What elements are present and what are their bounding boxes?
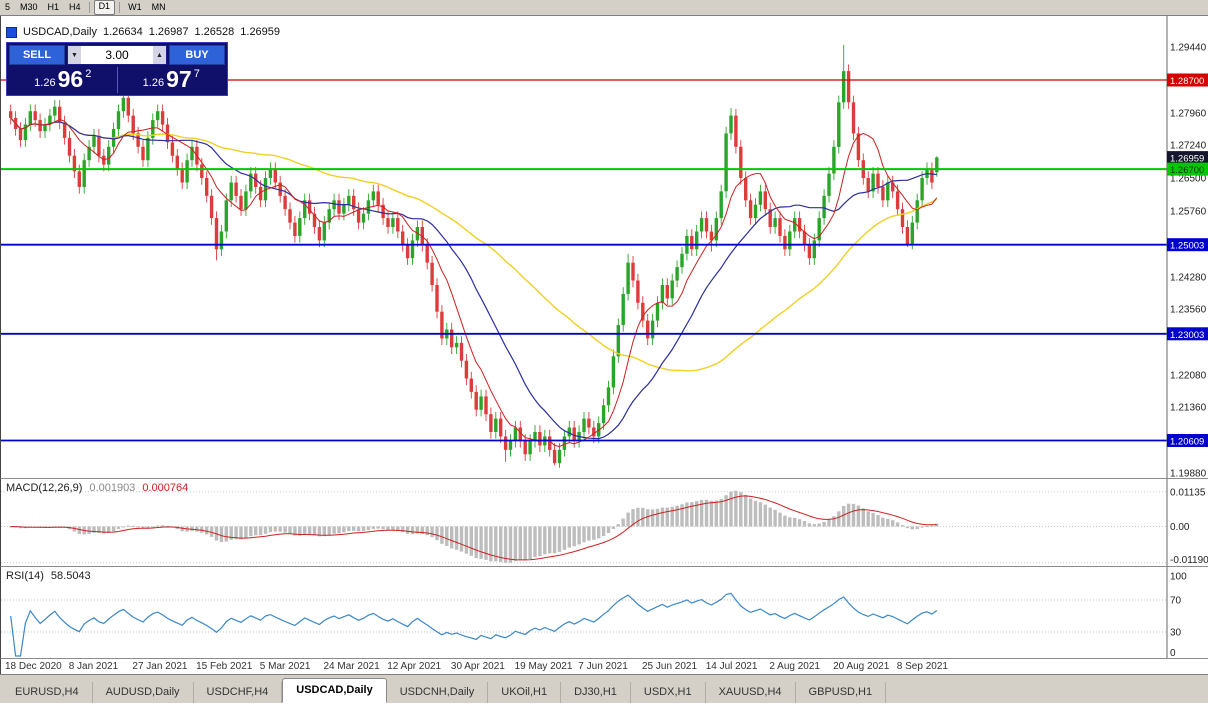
macd-label: MACD(12,26,9) 0.001903 0.000764 bbox=[6, 482, 188, 494]
rsi-indicator-panel[interactable]: 100 70 30 0 RSI(14) 58.5043 bbox=[0, 566, 1208, 658]
volume-decrease-button[interactable]: ▼ bbox=[68, 46, 81, 64]
rsi-canvas[interactable]: 100 70 30 0 bbox=[1, 567, 1208, 658]
svg-text:1.25003: 1.25003 bbox=[1170, 241, 1204, 252]
macd-main-value: 0.001903 bbox=[89, 482, 136, 494]
timeframe-button-h1[interactable]: H1 bbox=[47, 2, 60, 12]
toolbar-separator bbox=[88, 2, 90, 13]
date-label: 14 Jul 2021 bbox=[705, 661, 758, 672]
svg-text:30: 30 bbox=[1170, 628, 1182, 639]
main-chart-panel[interactable]: 1.29440 1.27960 1.27240 1.26500 1.25760 1.242… bbox=[0, 16, 1208, 478]
svg-text:0.01135: 0.01135 bbox=[1170, 487, 1206, 498]
svg-text:100: 100 bbox=[1170, 572, 1187, 583]
date-label: 20 Aug 2021 bbox=[833, 661, 890, 672]
timeframe-button-h4[interactable]: H4 bbox=[69, 2, 81, 12]
date-label: 25 Jun 2021 bbox=[642, 661, 698, 672]
date-label: 18 Dec 2020 bbox=[5, 661, 62, 672]
tab-ukoil-h1[interactable]: UKOil,H1 bbox=[488, 682, 562, 703]
rsi-name: RSI(14) bbox=[6, 570, 44, 582]
svg-text:1.20609: 1.20609 bbox=[1170, 437, 1204, 448]
rsi-label: RSI(14) 58.5043 bbox=[6, 570, 91, 582]
macd-signal-value: 0.000764 bbox=[142, 482, 189, 494]
date-label: 24 Mar 2021 bbox=[323, 661, 380, 672]
tab-usdcnh-daily[interactable]: USDCNH,Daily bbox=[387, 682, 489, 703]
toolbar-separator bbox=[119, 2, 121, 13]
volume-stepper: ▼ 3.00 ▲ bbox=[67, 45, 167, 65]
date-label: 19 May 2021 bbox=[514, 661, 573, 672]
buy-price[interactable]: 1.26 97 7 bbox=[118, 67, 226, 93]
rsi-value: 58.5043 bbox=[50, 570, 91, 582]
svg-text:1.28700: 1.28700 bbox=[1170, 76, 1204, 87]
svg-text:1.25760: 1.25760 bbox=[1170, 207, 1207, 218]
ohlc-close: 1.26959 bbox=[240, 26, 281, 38]
bid-ask-prices: 1.26 96 2 1.26 97 7 bbox=[9, 67, 225, 93]
timeframe-button-w1[interactable]: W1 bbox=[128, 2, 142, 12]
macd-name: MACD(12,26,9) bbox=[6, 482, 83, 494]
tab-usdx-h1[interactable]: USDX,H1 bbox=[631, 682, 706, 703]
date-label: 2 Aug 2021 bbox=[769, 661, 820, 672]
sell-price-sup: 2 bbox=[85, 68, 92, 80]
svg-text:70: 70 bbox=[1170, 596, 1182, 607]
buy-price-big: 97 bbox=[166, 66, 192, 92]
timeframe-button-m30[interactable]: M30 bbox=[20, 2, 38, 12]
svg-text:1.26959: 1.26959 bbox=[1170, 154, 1204, 165]
tab-eurusd-h4[interactable]: EURUSD,H4 bbox=[2, 682, 93, 703]
one-click-trading-widget: SELL ▼ 3.00 ▲ BUY 1.26 96 2 1.26 97 7 bbox=[6, 42, 228, 96]
svg-text:1.21360: 1.21360 bbox=[1170, 403, 1207, 414]
date-label: 5 Mar 2021 bbox=[259, 661, 311, 672]
svg-text:1.24280: 1.24280 bbox=[1170, 272, 1207, 283]
timeframe-button-mn[interactable]: MN bbox=[151, 2, 166, 12]
date-label: 7 Jun 2021 bbox=[578, 661, 628, 672]
buy-button[interactable]: BUY bbox=[169, 45, 225, 65]
ohlc-open: 1.26634 bbox=[102, 26, 143, 38]
svg-text:1.29440: 1.29440 bbox=[1170, 43, 1207, 54]
timeframe-button-d1[interactable]: D1 bbox=[93, 0, 116, 15]
volume-input[interactable]: 3.00 bbox=[105, 48, 129, 62]
timeframe-toolbar: 5 M30 H1 H4 D1 W1 MN bbox=[0, 0, 1208, 16]
date-axis[interactable]: 18 Dec 2020 8 Jan 2021 27 Jan 2021 15 Feb 2… bbox=[0, 658, 1208, 674]
ohlc-low: 1.26528 bbox=[194, 26, 235, 38]
sell-price-big: 96 bbox=[57, 66, 84, 92]
buy-price-sup: 7 bbox=[193, 68, 200, 80]
sell-price-prefix: 1.26 bbox=[34, 77, 56, 89]
chart-tabbar: EURUSD,H4 AUDUSD,Daily USDCHF,H4 USDCAD,Dai… bbox=[0, 674, 1208, 703]
price-chart-canvas[interactable]: 1.29440 1.27960 1.27240 1.26500 1.25760 1.242… bbox=[1, 16, 1208, 478]
tab-xauusd-h4[interactable]: XAUUSD,H4 bbox=[706, 682, 796, 703]
buy-price-prefix: 1.26 bbox=[142, 77, 165, 89]
date-label: 27 Jan 2021 bbox=[132, 661, 188, 672]
date-label: 12 Apr 2021 bbox=[387, 661, 442, 672]
svg-text:1.23560: 1.23560 bbox=[1170, 305, 1207, 316]
sell-button[interactable]: SELL bbox=[9, 45, 65, 65]
date-label: 8 Jan 2021 bbox=[68, 661, 119, 672]
svg-text:1.19880: 1.19880 bbox=[1170, 469, 1207, 479]
tab-gbpusd-h1[interactable]: GBPUSD,H1 bbox=[796, 682, 887, 703]
svg-text:1.22080: 1.22080 bbox=[1170, 371, 1207, 382]
tab-audusd-daily[interactable]: AUDUSD,Daily bbox=[93, 682, 194, 703]
timeframe-button-5[interactable]: 5 bbox=[5, 2, 11, 12]
svg-text:1.27960: 1.27960 bbox=[1170, 108, 1207, 119]
ohlc-high: 1.26987 bbox=[148, 26, 189, 38]
svg-text:1.26700: 1.26700 bbox=[1170, 165, 1204, 176]
macd-canvas[interactable]: 0.01135 0.00 -0.01190 bbox=[1, 479, 1208, 566]
date-label: 30 Apr 2021 bbox=[450, 661, 505, 672]
chart-symbol-label: USDCAD,Daily bbox=[23, 26, 97, 38]
svg-text:0.00: 0.00 bbox=[1170, 522, 1190, 533]
svg-text:0: 0 bbox=[1170, 648, 1176, 658]
macd-indicator-panel[interactable]: 0.01135 0.00 -0.01190 MACD(12,26,9) 0.0019… bbox=[0, 478, 1208, 566]
svg-text:1.23003: 1.23003 bbox=[1170, 330, 1204, 341]
tab-usdcad-daily[interactable]: USDCAD,Daily bbox=[282, 678, 387, 703]
chart-ohlc-header: USDCAD,Daily 1.26634 1.26987 1.26528 1.2… bbox=[6, 26, 280, 38]
svg-text:-0.01190: -0.01190 bbox=[1170, 555, 1208, 566]
volume-increase-button[interactable]: ▲ bbox=[153, 46, 166, 64]
svg-text:1.26500: 1.26500 bbox=[1170, 174, 1207, 185]
tab-dj30-h1[interactable]: DJ30,H1 bbox=[561, 682, 631, 703]
svg-text:1.27240: 1.27240 bbox=[1170, 141, 1207, 152]
tab-usdchf-h4[interactable]: USDCHF,H4 bbox=[194, 682, 283, 703]
date-label: 8 Sep 2021 bbox=[896, 661, 948, 672]
chart-icon bbox=[6, 26, 17, 38]
sell-price[interactable]: 1.26 96 2 bbox=[9, 67, 118, 93]
date-label: 15 Feb 2021 bbox=[196, 661, 253, 672]
